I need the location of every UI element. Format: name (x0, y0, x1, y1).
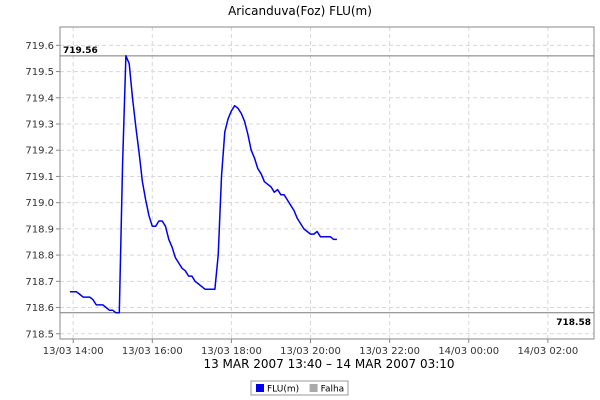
y-tick-label: 718.9 (25, 224, 54, 235)
legend-swatch (309, 384, 318, 392)
y-tick-label: 719.0 (25, 198, 54, 209)
x-tick-label: 14/03 02:00 (517, 346, 578, 357)
chart-title: Aricanduva(Foz) FLU(m) (228, 4, 372, 18)
x-axis-label: 13 MAR 2007 13:40 – 14 MAR 2007 03:10 (203, 357, 454, 371)
y-tick-label: 719.1 (25, 172, 54, 183)
x-axis: 13/03 14:00 13/03 16:00 13/03 18:00 13/03 2… (43, 339, 578, 357)
y-tick-label: 719.3 (25, 120, 54, 131)
y-tick-label: 718.6 (25, 303, 54, 314)
legend: FLU(m) Falha (250, 380, 349, 396)
y-axis: 718.5 718.6 718.7 718.8 718.9 719.0 719.1 719.2… (25, 41, 60, 340)
legend-box (250, 380, 349, 396)
x-tick-label: 13/03 18:00 (201, 346, 262, 357)
grid (60, 27, 594, 339)
legend-label: Falha (321, 385, 345, 395)
y-tick-label: 718.8 (25, 251, 54, 262)
legend-label: FLU(m) (267, 385, 299, 395)
x-tick-label: 14/03 00:00 (438, 346, 499, 357)
series (69, 55, 337, 314)
reference-lines: 719.56 718.58 (60, 46, 594, 328)
y-tick-label: 718.5 (25, 329, 54, 340)
x-tick-label: 13/03 16:00 (122, 346, 183, 357)
y-tick-label: 718.7 (25, 277, 54, 288)
plot-area (59, 26, 595, 340)
reference-line-label: 719.56 (63, 46, 98, 56)
reference-line-label: 718.58 (556, 318, 591, 328)
x-tick-label: 13/03 14:00 (43, 346, 104, 357)
y-tick-label: 719.4 (25, 93, 54, 104)
y-tick-label: 719.2 (25, 146, 54, 157)
x-tick-label: 13/03 22:00 (359, 346, 420, 357)
series-line-0 (69, 55, 337, 314)
x-tick-label: 13/03 20:00 (280, 346, 341, 357)
legend-swatch (256, 384, 264, 392)
y-tick-label: 719.6 (25, 41, 54, 52)
y-tick-label: 719.5 (25, 67, 54, 78)
